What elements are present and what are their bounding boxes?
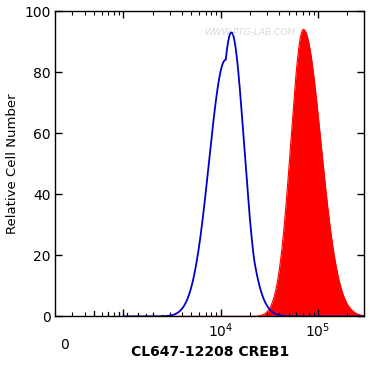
Text: WWW.PTG-LAB.COM: WWW.PTG-LAB.COM <box>205 28 296 37</box>
X-axis label: CL647-12208 CREB1: CL647-12208 CREB1 <box>131 345 289 360</box>
Text: 0: 0 <box>60 338 69 352</box>
Y-axis label: Relative Cell Number: Relative Cell Number <box>6 93 18 234</box>
